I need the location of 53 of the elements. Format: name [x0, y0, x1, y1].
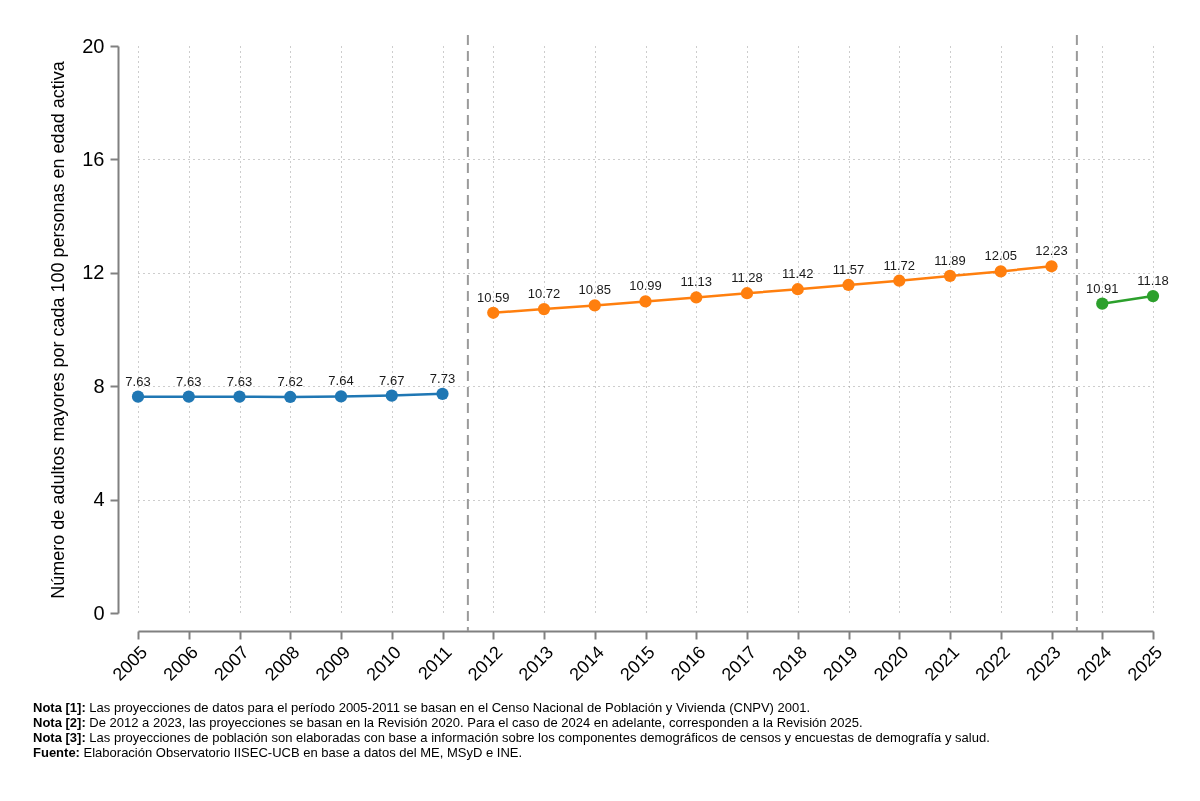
data-label: 7.64	[328, 373, 354, 389]
point	[791, 283, 804, 296]
point	[842, 278, 855, 292]
source-note: Fuente: Elaboración Observatorio IISEC-UCB en base a datos del ME, MSyD e INE.	[33, 745, 523, 760]
point	[385, 389, 398, 402]
point	[639, 295, 652, 308]
data-label: 7.67	[379, 372, 405, 388]
data-label: 12.23	[1035, 243, 1068, 259]
data-label: 7.63	[125, 373, 151, 389]
y-tick-label: 0	[93, 601, 105, 624]
data-label: 11.28	[731, 270, 763, 286]
text: Nota [2]: De 2012 a 2023, las proyecciones se basan en la Revisión 2020. Para el caso de 2024 en adelante, corresponden a la Revisión 2025.	[33, 715, 863, 730]
point	[588, 299, 601, 312]
data-label: 11.57	[832, 261, 865, 277]
point	[233, 390, 246, 403]
data-label: 10.72	[527, 286, 561, 302]
point	[487, 306, 500, 319]
point	[943, 269, 957, 283]
data-label: 7.62	[277, 373, 303, 389]
point	[994, 265, 1007, 278]
data-label: 10.99	[629, 278, 662, 294]
data-label: 11.18	[1137, 273, 1169, 289]
point	[893, 274, 906, 287]
point	[334, 390, 348, 403]
data-label: 7.73	[429, 370, 456, 386]
data-label: 10.59	[476, 289, 510, 305]
data-label: 12.05	[984, 248, 1018, 264]
data-label: 11.13	[680, 274, 713, 290]
text: Nota [1]: Las proyecciones de datos para el período 2005-2011 se basan en el Censo Nacional de Población y Vivienda (CNPV) 2001.	[33, 700, 811, 715]
data-label: 7.63	[176, 373, 202, 389]
y-tick-label: 8	[93, 374, 105, 397]
point	[1146, 289, 1160, 303]
point	[537, 302, 551, 316]
text: Nota [3]: Las proyecciones de población son elaboradas con base a información sobre los componentes demográficos de censos y encuestas de demografía y salud.	[33, 730, 990, 745]
y-axis-title: Número de adultos mayores por cada 100 personas en edad activa	[48, 60, 69, 599]
y-tick-label: 4	[93, 488, 105, 511]
point	[1096, 297, 1109, 310]
point	[284, 390, 297, 404]
y-tick-label: 20	[82, 34, 105, 57]
point	[690, 291, 703, 304]
data-label: 11.72	[883, 257, 916, 273]
y-tick-label: 16	[82, 147, 105, 170]
data-label: 10.91	[1085, 280, 1119, 296]
y-tick-label: 12	[82, 261, 105, 284]
data-label: 11.42	[781, 266, 814, 282]
data-label: 7.63	[226, 373, 253, 389]
point	[131, 390, 145, 403]
point	[436, 387, 449, 400]
point	[740, 287, 754, 300]
point	[182, 390, 195, 403]
data-label: 11.89	[934, 252, 966, 268]
point	[1045, 260, 1058, 273]
data-label: 10.85	[578, 282, 612, 298]
